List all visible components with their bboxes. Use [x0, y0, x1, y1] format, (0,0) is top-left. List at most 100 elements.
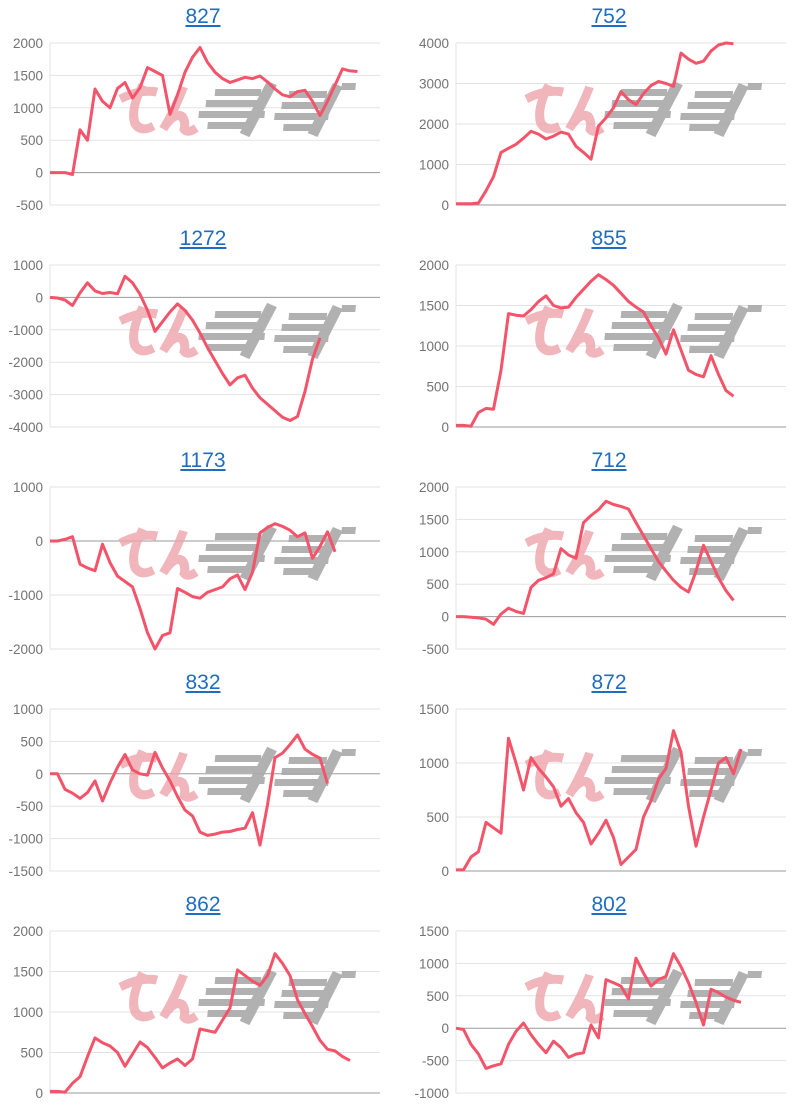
y-axis-tick-label: 3000 [419, 77, 449, 92]
y-axis-tick-label: -1000 [8, 832, 43, 847]
watermark-pink-part [118, 971, 199, 1024]
y-axis-tick-label: 1000 [419, 756, 449, 771]
chart-plot-area: 1500 1000 500 0 [406, 703, 812, 888]
chart-title-link[interactable]: 832 [185, 671, 221, 694]
line-chart-svg: 2000 1500 1000 500 0 [419, 259, 786, 435]
watermark-pink-part [118, 305, 199, 358]
y-axis-tick-label: 2000 [419, 259, 449, 273]
chart-cell: 872 1500 1000 500 0 [406, 666, 812, 888]
chart-title-row: 855 [406, 222, 812, 259]
chart-plot-area: 1000 0 -1000 -2000 [0, 481, 406, 666]
y-axis-tick-label: 500 [426, 380, 449, 395]
series-line [456, 499, 735, 626]
series-line [455, 952, 742, 1070]
chart-title-row: 1173 [0, 444, 406, 481]
watermark-gray-part [604, 80, 762, 138]
line-chart-svg: 2000 1500 1000 500 0 [13, 925, 380, 1101]
series-line [49, 274, 322, 422]
chart-plot-area: 1500 1000 500 0 -500 -1000 [406, 925, 812, 1110]
y-axis-tick-label: -1000 [8, 323, 43, 338]
y-axis-tick-label: 1000 [13, 1005, 43, 1020]
y-axis-tick-label: 0 [441, 1021, 449, 1036]
watermark-gray-part [198, 968, 356, 1026]
y-axis-tick-label: 0 [441, 420, 449, 435]
watermark-gray-part [198, 746, 356, 804]
watermark-gray-part [198, 524, 356, 582]
y-axis-tick-label: 0 [441, 610, 449, 625]
y-axis-tick-label: 0 [35, 1086, 43, 1101]
line-chart-svg: 1000 0 -1000 -2000 -3000 -4000 [8, 259, 380, 435]
chart-title-link[interactable]: 827 [185, 5, 221, 28]
y-axis-tick-label: 4000 [419, 37, 449, 51]
chart-title-link[interactable]: 1272 [179, 227, 227, 250]
y-axis-tick-label: 1500 [419, 512, 449, 527]
y-axis-tick-label: 2000 [13, 37, 43, 51]
chart-title-link[interactable]: 855 [591, 227, 627, 250]
y-axis-tick-label: 500 [20, 1046, 43, 1061]
chart-cell: 862 2000 1500 1000 500 0 [0, 888, 406, 1110]
chart-title-row: 752 [406, 0, 812, 37]
chart-title-row: 712 [406, 444, 812, 481]
watermark-gray-part [198, 80, 356, 138]
line-chart-svg: 2000 1500 1000 500 0 -500 [13, 37, 380, 213]
minrepo-watermark-logo [118, 80, 356, 138]
y-axis-tick-label: 0 [35, 767, 43, 782]
y-axis-tick-label: 500 [426, 577, 449, 592]
chart-title-link[interactable]: 712 [591, 449, 627, 472]
y-axis-tick-label: 0 [35, 166, 43, 181]
y-axis-tick-label: 0 [441, 864, 449, 879]
chart-title-row: 1272 [0, 222, 406, 259]
y-axis-tick-label: 1000 [13, 259, 43, 273]
chart-title-row: 827 [0, 0, 406, 37]
chart-title-link[interactable]: 862 [185, 893, 221, 916]
chart-cell: 832 1000 500 0 -500 -1000 -1500 [0, 666, 406, 888]
line-chart-svg: 4000 3000 2000 1000 0 [419, 37, 786, 213]
watermark-pink-part [524, 749, 605, 802]
y-axis-tick-label: 2000 [419, 481, 449, 495]
y-axis-tick-label: 1000 [419, 339, 449, 354]
chart-cell: 802 1500 1000 500 0 -500 -1000 [406, 888, 812, 1110]
minrepo-watermark-logo [118, 302, 356, 360]
y-axis-tick-label: -2000 [8, 355, 43, 370]
line-chart-svg: 2000 1500 1000 500 0 -500 [419, 481, 786, 657]
chart-cell: 1173 1000 0 -1000 -2000 [0, 444, 406, 666]
y-axis-tick-label: 1000 [419, 956, 449, 971]
y-axis-tick-label: -1000 [8, 588, 43, 603]
y-axis-tick-label: 500 [20, 133, 43, 148]
y-axis-tick-label: -3000 [8, 388, 43, 403]
line-chart-svg: 1500 1000 500 0 [419, 703, 786, 879]
y-axis-tick-label: -500 [422, 642, 449, 657]
watermark-gray-part [604, 746, 762, 804]
chart-title-link[interactable]: 802 [591, 893, 627, 916]
chart-title-link[interactable]: 752 [591, 5, 627, 28]
y-axis-tick-label: 1000 [13, 481, 43, 495]
y-axis-tick-label: 1500 [13, 965, 43, 980]
minrepo-watermark-logo [524, 80, 762, 138]
y-axis-tick-label: -1500 [8, 864, 43, 879]
chart-plot-area: 4000 3000 2000 1000 0 [406, 37, 812, 222]
chart-title-row: 862 [0, 888, 406, 925]
y-axis-tick-label: 1000 [419, 545, 449, 560]
watermark-gray-part [604, 524, 762, 582]
series-line [50, 522, 337, 651]
watermark-pink-part [524, 305, 605, 358]
chart-title-link[interactable]: 1173 [180, 449, 226, 472]
y-axis-tick-label: -500 [16, 799, 43, 814]
series-line [456, 273, 735, 428]
chart-title-row: 802 [406, 888, 812, 925]
y-axis-tick-label: 2000 [419, 117, 449, 132]
y-axis-tick-label: 1500 [419, 299, 449, 314]
series-line [456, 41, 734, 206]
y-axis-tick-label: 1500 [419, 703, 449, 717]
y-axis-tick-label: -500 [422, 1054, 449, 1069]
y-axis-tick-label: 1500 [419, 925, 449, 939]
series-line [50, 952, 351, 1094]
chart-plot-area: 2000 1500 1000 500 0 [0, 925, 406, 1110]
watermark-pink-part [118, 83, 199, 136]
series-line [50, 733, 329, 847]
chart-title-link[interactable]: 872 [591, 671, 627, 694]
y-axis-tick-label: 0 [35, 534, 43, 549]
y-axis-tick-label: 0 [35, 290, 43, 305]
y-axis-tick-label: -2000 [8, 642, 43, 657]
chart-title-row: 832 [0, 666, 406, 703]
